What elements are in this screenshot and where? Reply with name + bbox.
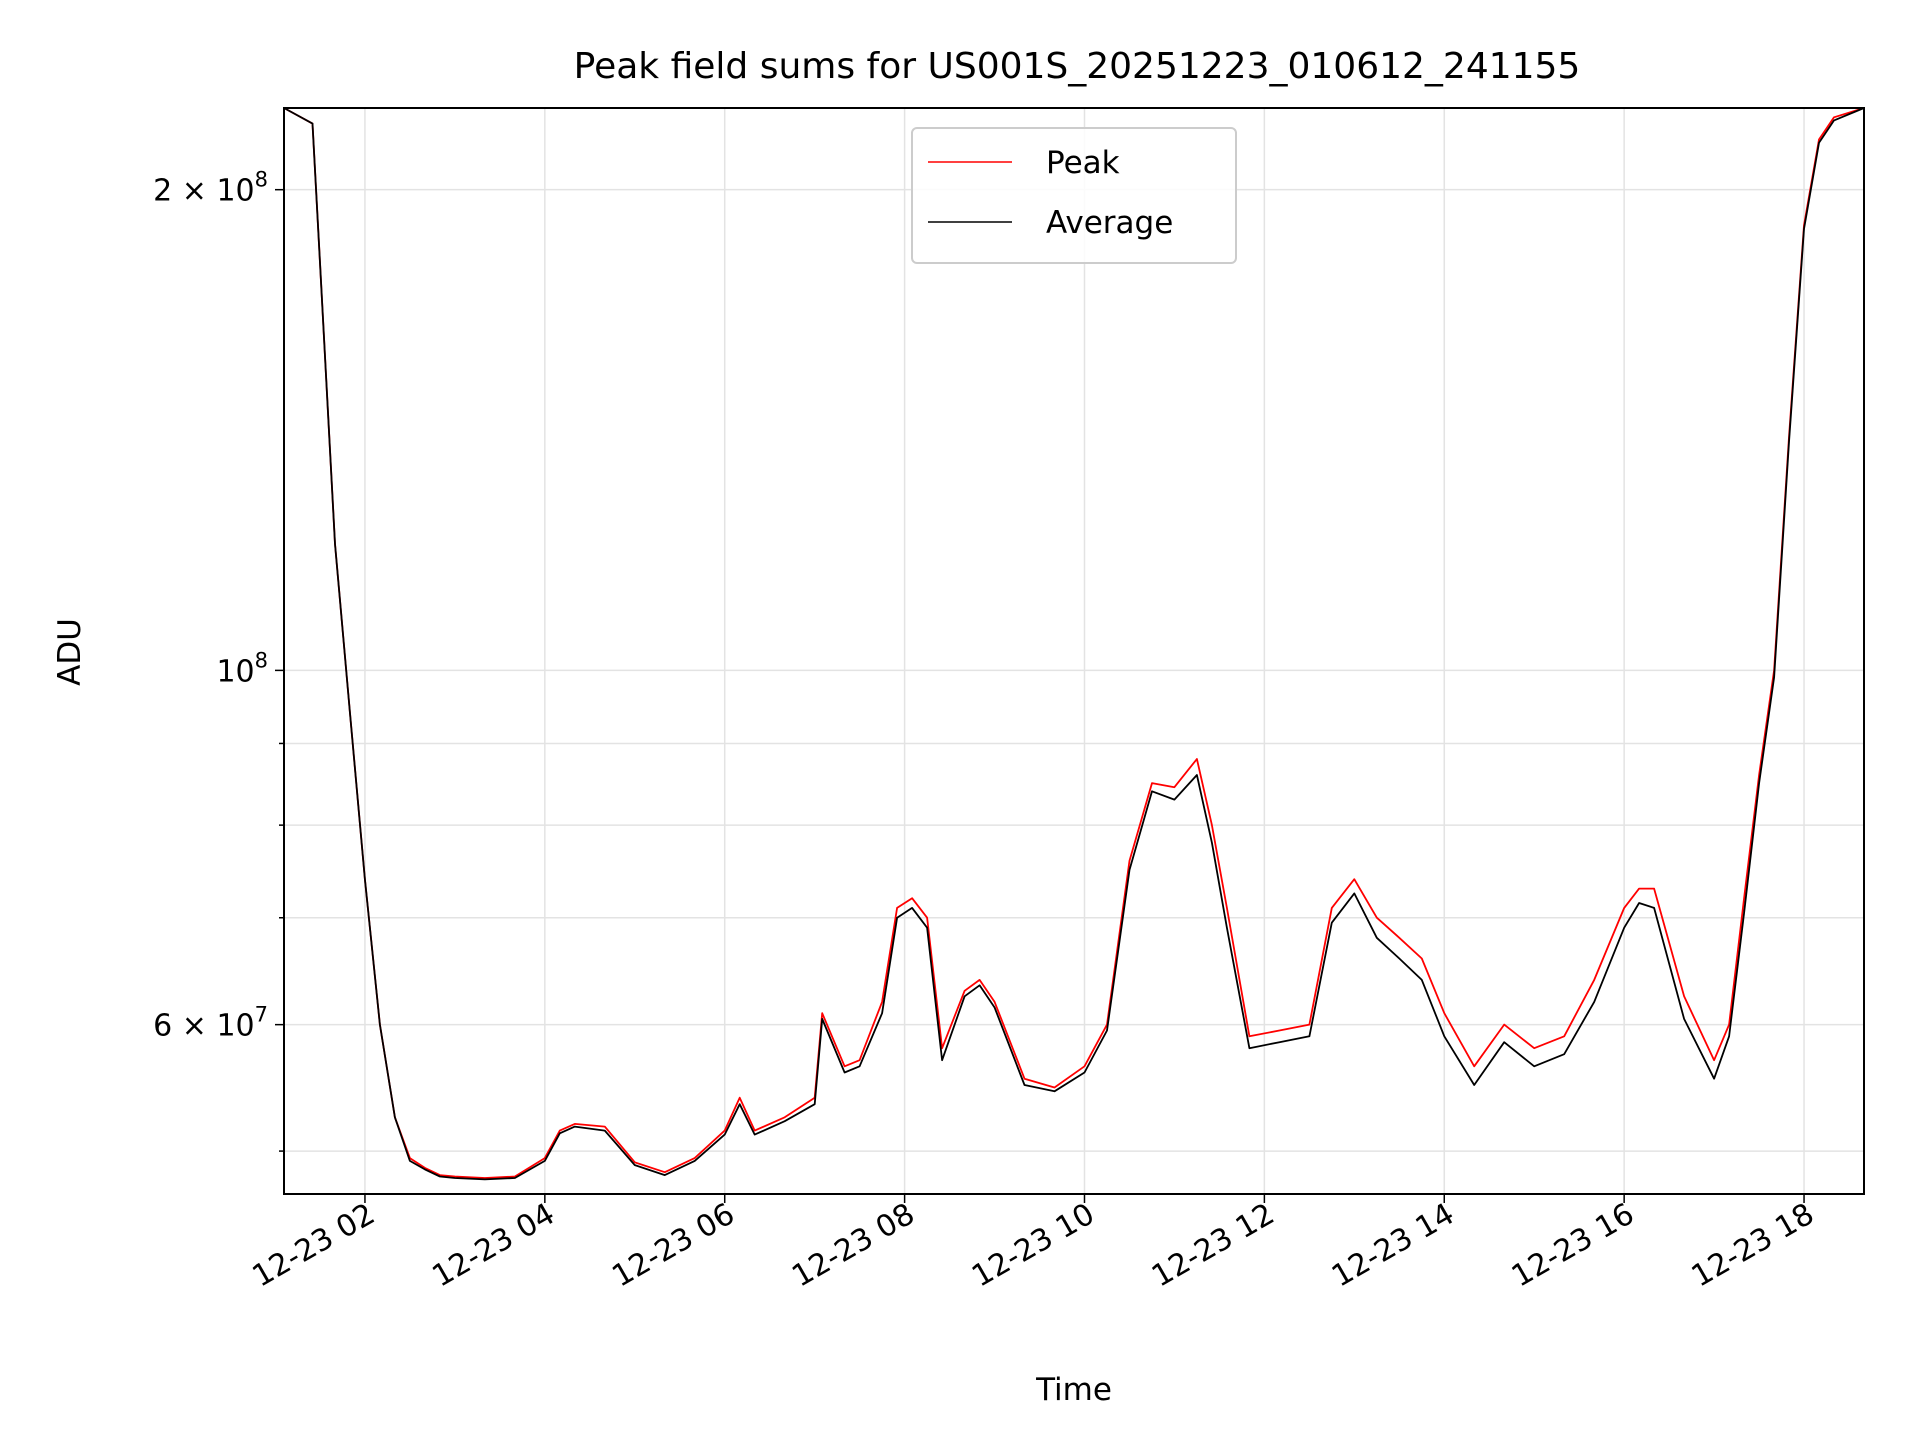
plot-frame [283,107,1865,1195]
grid [284,108,1864,1194]
legend-label-peak: Peak [1046,145,1120,181]
y-axis: 6 × 107 108 2 × 108 [153,168,284,1152]
y-tick-label: 2 × 108 [153,168,268,209]
chart-title: Peak field sums for US001S_20251223_0106… [574,46,1581,87]
y-tick-label: 6 × 107 [153,1003,268,1044]
y-tick-label: 108 [216,648,268,689]
legend: Peak Average [911,127,1237,264]
y-axis-label: ADU [52,618,88,686]
series-line-average [283,107,1865,1181]
series-layer [283,107,1865,1181]
series-line-peak [283,107,1865,1179]
x-axis-label: Time [1035,1372,1112,1408]
legend-label-average: Average [1046,205,1173,241]
